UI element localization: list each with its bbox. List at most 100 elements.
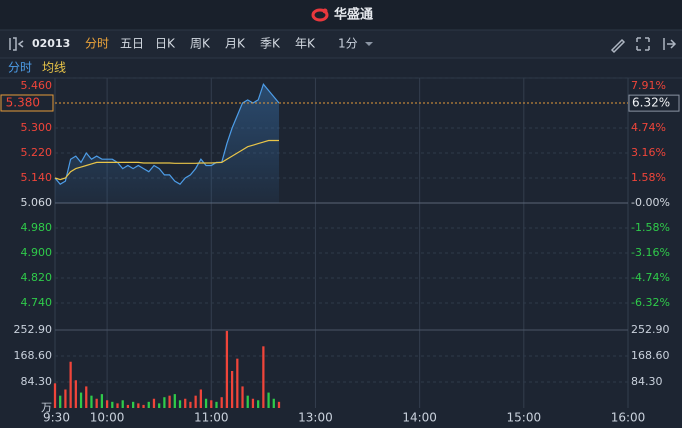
- volume-bar: [168, 395, 171, 408]
- volume-bar: [121, 400, 124, 408]
- price-area: [55, 84, 279, 203]
- volume-bar: [251, 398, 255, 408]
- volume-bar: [220, 397, 223, 408]
- volume-bar: [257, 400, 260, 408]
- interval-select[interactable]: 1分: [338, 37, 358, 51]
- x-tick-label: 16:00: [611, 411, 646, 425]
- volume-bar: [100, 394, 104, 408]
- volume-bar: [90, 395, 93, 408]
- title-bar: [0, 0, 682, 30]
- y-tick-label: 5.460: [21, 79, 53, 92]
- volume-bar: [105, 400, 109, 408]
- y2-tick-label: 7.91%: [631, 79, 666, 92]
- y2-tick-label: -0.00%: [631, 196, 670, 209]
- tab[interactable]: 五日: [120, 37, 144, 51]
- x-tick-label: 13:00: [298, 411, 333, 425]
- x-tick-label: 15:00: [507, 411, 542, 425]
- x-tick-label: 9:30: [43, 411, 70, 425]
- stock-code: 02013: [32, 37, 70, 50]
- volume-bar: [204, 398, 208, 408]
- volume-bar: [132, 401, 135, 408]
- legend-entry: 分时: [8, 61, 32, 75]
- last-price-box: [0, 94, 54, 112]
- volume-bar: [225, 330, 229, 408]
- y2-tick-label: 168.60: [631, 349, 670, 362]
- volume-bar: [277, 401, 281, 408]
- tab[interactable]: 年K: [295, 37, 316, 51]
- toolbar: [0, 30, 682, 58]
- volume-bar: [215, 401, 218, 408]
- logo-text: 华盛通: [334, 7, 373, 23]
- volume-bar: [163, 397, 166, 408]
- price-line: [54, 82, 280, 185]
- volume-bar: [79, 392, 83, 408]
- y-tick-label: 84.30: [21, 375, 53, 388]
- y2-tick-label: 252.90: [631, 323, 670, 336]
- volume-bar: [53, 383, 57, 408]
- y2-tick-label: 3.16%: [631, 146, 666, 159]
- y-tick-label: 168.60: [14, 349, 53, 362]
- y-tick-label: 4.900: [21, 246, 53, 259]
- y2-tick-label: -3.16%: [631, 246, 670, 259]
- volume-bar: [116, 403, 119, 408]
- volume-bar: [194, 395, 197, 408]
- tab[interactable]: 日K: [155, 37, 176, 51]
- legend-entry: 均线: [42, 61, 66, 75]
- volume-bar: [272, 398, 275, 408]
- tab[interactable]: 周K: [190, 37, 211, 51]
- volume-bar: [189, 401, 192, 408]
- y-tick-label: 5.300: [21, 121, 53, 134]
- y2-tick-label: -1.58%: [631, 221, 670, 234]
- tab[interactable]: 季K: [260, 37, 281, 51]
- y-tick-label: 万: [41, 401, 52, 414]
- tool-icons[interactable]: [610, 37, 677, 54]
- collapse-icon[interactable]: [9, 37, 24, 51]
- y2-tick-label: -4.74%: [631, 271, 670, 284]
- last-change-label: 6.32%: [632, 96, 670, 110]
- tab[interactable]: 月K: [225, 37, 246, 51]
- y-tick-label: 252.90: [14, 323, 53, 336]
- volume-bar: [173, 394, 176, 408]
- volume-bar: [184, 398, 187, 408]
- volume-bar: [85, 386, 88, 408]
- volume-bar: [126, 404, 130, 408]
- volume-bar: [69, 361, 72, 408]
- volume-bar: [210, 400, 213, 408]
- y-tick-label: 4.740: [21, 296, 53, 309]
- volume-bar: [74, 380, 77, 408]
- y-tick-label: 5.220: [21, 146, 53, 159]
- x-tick-label: 11:00: [194, 411, 229, 425]
- volume-bar: [64, 389, 67, 408]
- dropdown-arrow[interactable]: [365, 42, 373, 46]
- volume-bar: [262, 346, 265, 408]
- y-tick-label: 5.140: [21, 171, 53, 184]
- tab[interactable]: 分时: [85, 37, 109, 51]
- volume-bar: [241, 386, 244, 408]
- volume-bar: [95, 398, 98, 408]
- volume-bar: [142, 404, 145, 408]
- volume-bar: [111, 401, 114, 408]
- last-price-label: 5.380: [6, 96, 40, 110]
- y-tick-label: 4.820: [21, 271, 53, 284]
- volume-bar: [267, 392, 270, 408]
- y2-tick-label: -6.32%: [631, 296, 670, 309]
- volume-bar: [158, 403, 161, 408]
- volume-bar: [147, 401, 150, 408]
- last-change-box: [628, 94, 680, 112]
- y2-tick-label: 1.58%: [631, 171, 666, 184]
- volume-bar: [246, 395, 249, 408]
- volume-bar: [137, 403, 140, 408]
- average-line: [54, 139, 279, 181]
- volume-bar: [236, 358, 239, 408]
- y-tick-label: 4.980: [21, 221, 53, 234]
- x-tick-label: 10:00: [90, 411, 125, 425]
- x-tick-label: 14:00: [402, 411, 437, 425]
- volume-bar: [178, 400, 182, 408]
- y2-tick-label: 4.74%: [631, 121, 666, 134]
- logo-icon: [311, 8, 329, 22]
- volume-bar: [59, 395, 62, 408]
- volume-bar: [230, 370, 234, 408]
- volume-bar: [199, 389, 202, 408]
